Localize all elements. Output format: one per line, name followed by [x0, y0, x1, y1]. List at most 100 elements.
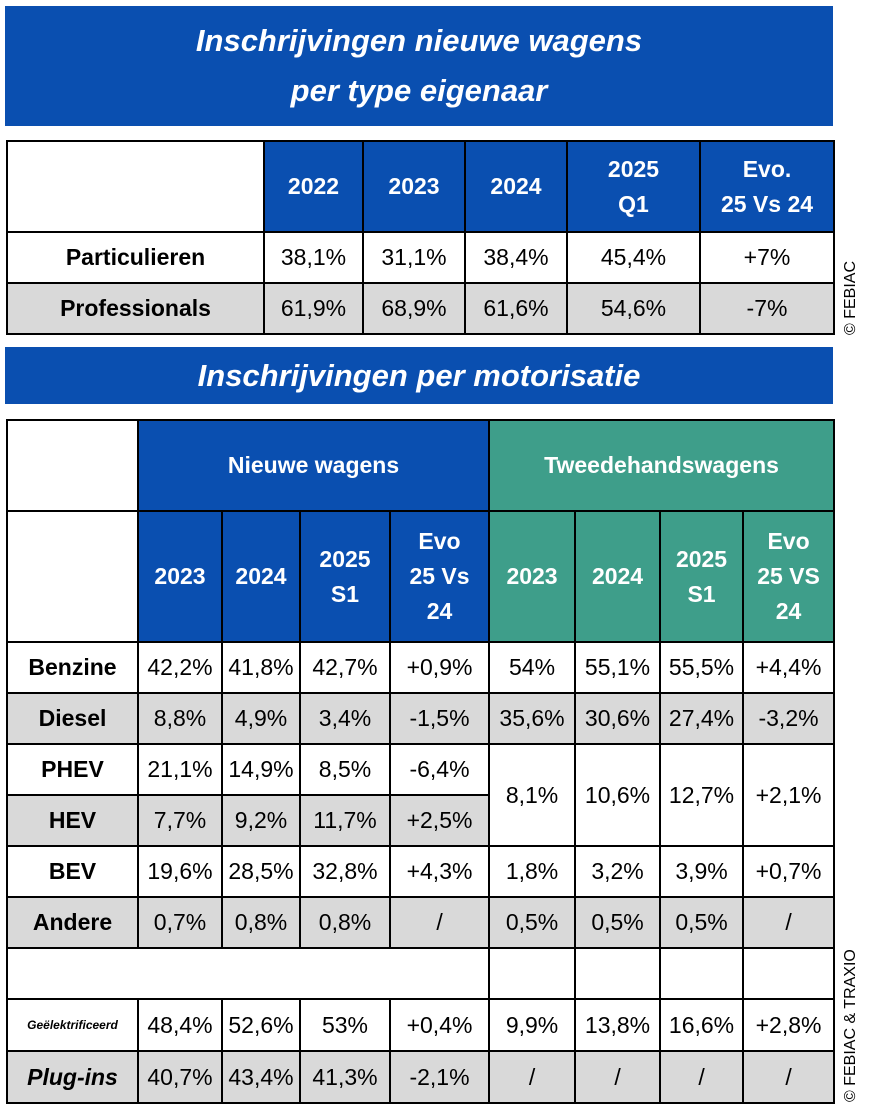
table-cell: 53% [299, 998, 391, 1052]
table-cell: 13,8% [574, 998, 662, 1052]
table-cell: 35,6% [488, 692, 577, 745]
table-cell: +7% [699, 231, 835, 284]
table-cell: 0,5% [488, 896, 577, 949]
header-2022: 2022 [263, 140, 364, 233]
table-cell: 48,4% [137, 998, 223, 1052]
separator-row [5, 947, 836, 1000]
table-cell: 0,5% [574, 896, 662, 949]
table-cell: 43,4% [221, 1050, 301, 1104]
table-cell: -6,4% [388, 743, 491, 796]
header-used-2024: 2024 [574, 510, 662, 643]
table-row: Diesel 8,8% 4,9% 3,4% -1,5% 35,6% 30,6% … [6, 692, 836, 745]
group-header-new: Nieuwe wagens [136, 419, 491, 512]
table-cell: 27,4% [659, 692, 745, 745]
table-cell-merged: 10,6% [574, 743, 662, 847]
table-cell: 0,8% [299, 896, 391, 949]
table-cell: 42,2% [137, 641, 223, 694]
table-cell: +4,3% [388, 845, 491, 898]
table-cell: / [742, 1050, 836, 1104]
header-2024: 2024 [464, 140, 568, 233]
table-cell: 0,7% [137, 896, 223, 949]
table-cell: 9,9% [488, 998, 577, 1052]
title-banner-owner-type: Inschrijvingen nieuwe wagens per type ei… [5, 6, 833, 126]
header-new-2024: 2024 [221, 510, 301, 643]
header-new-evo: Evo 25 Vs 24 [388, 510, 491, 643]
row-label-geelektrificeerd: Geëlektrificeerd [6, 998, 139, 1052]
table-cell: 32,8% [299, 845, 391, 898]
table-row: Professionals 61,9% 68,9% 61,6% 54,6% -7… [6, 282, 835, 335]
table-cell: 9,2% [221, 794, 301, 847]
row-label-professionals: Professionals [6, 282, 265, 335]
corner-cell [6, 419, 139, 512]
table-cell: 30,6% [574, 692, 662, 745]
table-cell-merged: 12,7% [659, 743, 745, 847]
table-row: Andere 0,7% 0,8% 0,8% / 0,5% 0,5% 0,5% / [6, 896, 836, 949]
title-motorisation: Inschrijvingen per motorisatie [197, 357, 641, 393]
header-new-2025-s1: 2025 S1 [299, 510, 391, 643]
row-label-phev: PHEV [6, 743, 139, 796]
table-cell: +2,8% [742, 998, 836, 1052]
table-cell-merged: +2,1% [742, 743, 836, 847]
table-row: HEV 7,7% 9,2% 11,7% +2,5% [6, 794, 834, 847]
table-cell: +2,5% [388, 794, 491, 847]
table-cell: 40,7% [137, 1050, 223, 1104]
table-cell: 21,1% [137, 743, 223, 796]
row-label-hev: HEV [6, 794, 139, 847]
corner-cell [6, 510, 139, 643]
table-cell: 16,6% [659, 998, 745, 1052]
table-cell: -7% [699, 282, 835, 335]
table-cell: 1,8% [488, 845, 577, 898]
table-cell: / [488, 1050, 577, 1104]
table-cell: 14,9% [221, 743, 301, 796]
table-cell: 8,5% [299, 743, 391, 796]
table-cell: 3,4% [299, 692, 391, 745]
table-cell: 19,6% [137, 845, 223, 898]
header-used-2025-s1: 2025 S1 [659, 510, 745, 643]
table-cell: 68,9% [362, 282, 466, 335]
row-label-andere: Andere [6, 896, 139, 949]
table-cell: 4,9% [221, 692, 301, 745]
table-cell: +0,4% [388, 998, 491, 1052]
table-cell: 7,7% [137, 794, 223, 847]
table-cell: -2,1% [388, 1050, 491, 1104]
empty-cell [574, 947, 662, 1000]
empty-cell [659, 947, 745, 1000]
table-cell: 54% [488, 641, 577, 694]
table-cell: 3,2% [574, 845, 662, 898]
table-cell: 31,1% [362, 231, 466, 284]
table-cell: 8,8% [137, 692, 223, 745]
table-cell: 0,5% [659, 896, 745, 949]
table-cell: 55,1% [574, 641, 662, 694]
table-cell: / [659, 1050, 745, 1104]
table-cell: 3,9% [659, 845, 745, 898]
table-row: Plug-ins 40,7% 43,4% 41,3% -2,1% / / / / [6, 1050, 836, 1104]
table-cell: 28,5% [221, 845, 301, 898]
row-label-particulieren: Particulieren [6, 231, 265, 284]
credit-febiac: © FEBIAC [842, 260, 859, 335]
motorisation-table: Nieuwe wagens Tweedehandswagens 2023 202… [5, 419, 836, 1104]
row-label-diesel: Diesel [6, 692, 139, 745]
table-cell: -1,5% [388, 692, 491, 745]
table-cell: 11,7% [299, 794, 391, 847]
table-cell: 54,6% [566, 282, 701, 335]
table-cell: / [742, 896, 836, 949]
table-cell: 45,4% [566, 231, 701, 284]
table-cell: / [388, 896, 491, 949]
table-cell: +0,9% [388, 641, 491, 694]
header-new-2023: 2023 [137, 510, 223, 643]
table-cell: +0,7% [742, 845, 836, 898]
table-cell: 42,7% [299, 641, 391, 694]
header-evo: Evo. 25 Vs 24 [699, 140, 835, 233]
table-cell: 61,9% [263, 282, 364, 335]
group-header-used: Tweedehandswagens [488, 419, 836, 512]
table-cell: +4,4% [742, 641, 836, 694]
corner-cell [6, 140, 265, 233]
table-cell: -3,2% [742, 692, 836, 745]
table-cell: 41,3% [299, 1050, 391, 1104]
table-row: Particulieren 38,1% 31,1% 38,4% 45,4% +7… [6, 231, 835, 284]
row-label-plug-ins: Plug-ins [6, 1050, 139, 1104]
table-cell: 38,1% [263, 231, 364, 284]
title-line-2: per type eigenaar [290, 73, 548, 108]
table-row: BEV 19,6% 28,5% 32,8% +4,3% 1,8% 3,2% 3,… [6, 845, 836, 898]
row-label-bev: BEV [6, 845, 139, 898]
